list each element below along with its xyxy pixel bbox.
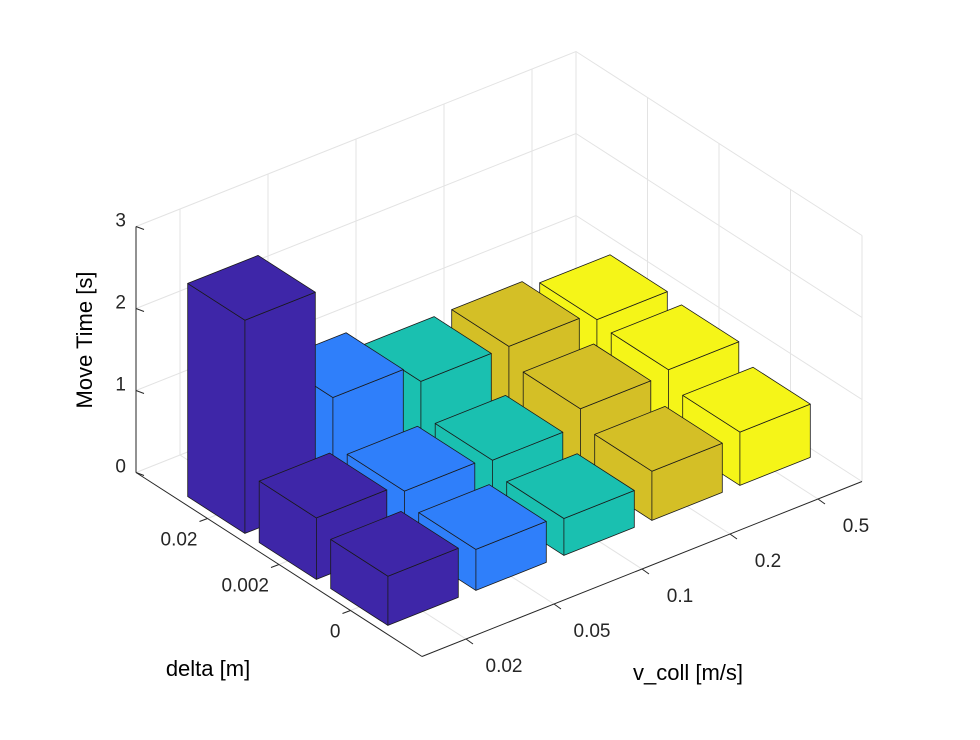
- y-tick-label: 0: [330, 622, 341, 643]
- y-tick: [342, 610, 351, 614]
- z-axis-label: Move Time [s]: [72, 272, 97, 409]
- bar-left-face: [187, 282, 246, 534]
- bar-top-face: [451, 281, 580, 347]
- grid-line: [135, 132, 863, 318]
- y-tick-label: 0.002: [221, 576, 269, 597]
- x-tick-label: 0.2: [755, 551, 781, 572]
- bar-top-face: [346, 425, 476, 492]
- y-axis-label: delta [m]: [166, 656, 250, 681]
- y-tick: [270, 564, 280, 568]
- z-tick-label: 1: [115, 375, 126, 396]
- x-tick-label: 0.1: [667, 586, 693, 607]
- bar: [330, 510, 459, 626]
- y-tick-label: 0.02: [161, 530, 198, 551]
- z-tick-label: 3: [115, 211, 126, 232]
- x-tick: [729, 533, 738, 540]
- bar-top-face: [418, 484, 547, 550]
- bar-top-face: [522, 343, 652, 410]
- x-tick: [641, 568, 650, 575]
- bar-top-face: [187, 254, 316, 321]
- bar-top-face: [506, 453, 635, 519]
- x-tick: [465, 638, 474, 645]
- bar-top-face: [330, 510, 459, 577]
- z-tick: [135, 308, 145, 312]
- z-tick: [135, 472, 145, 476]
- bar-top-face: [539, 254, 668, 321]
- bar-top-face: [682, 366, 811, 433]
- x-axis-label: v_coll [m/s]: [633, 660, 743, 685]
- bar-top-face: [594, 405, 723, 472]
- grid-line: [135, 50, 863, 236]
- bar: [594, 405, 723, 521]
- x-tick-label: 0.02: [486, 656, 523, 677]
- x-tick: [817, 498, 826, 505]
- x-tick-label: 0.5: [843, 516, 869, 537]
- bar-top-face: [258, 452, 388, 519]
- z-tick: [135, 226, 145, 230]
- z-tick-label: 0: [115, 457, 126, 478]
- z-tick-label: 2: [115, 293, 126, 314]
- bar-top-face: [610, 304, 740, 371]
- x-tick: [553, 603, 562, 610]
- x-tick-label: 0.05: [574, 621, 611, 642]
- bar-top-face: [434, 394, 564, 461]
- y-tick: [199, 518, 208, 522]
- z-tick: [135, 390, 145, 394]
